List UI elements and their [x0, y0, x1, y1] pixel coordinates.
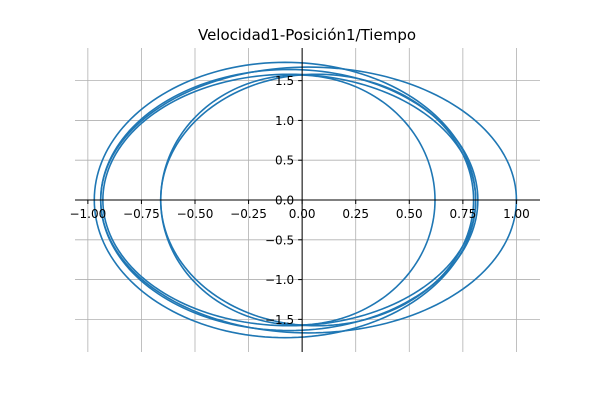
y-tick-label: 1.0 — [275, 114, 294, 128]
y-tick-label: 0.5 — [275, 154, 294, 168]
y-tick-label: −1.5 — [265, 313, 294, 327]
tick-labels: −1.00 −0.75 −0.50 −0.25 0.00 0.25 0.50 0.75 1.00… — [69, 74, 529, 327]
x-tick-label: 0.25 — [342, 207, 369, 221]
grid-lines — [75, 48, 540, 352]
y-tick-label: 0.0 — [275, 194, 294, 208]
axes — [75, 48, 540, 352]
x-tick-label: −1.00 — [69, 207, 106, 221]
y-tick-label: 1.5 — [275, 74, 294, 88]
x-tick-label: 0.00 — [289, 207, 316, 221]
x-tick-label: −0.50 — [177, 207, 214, 221]
y-tick-label: −1.0 — [265, 273, 294, 287]
chart-title: Velocidad1-Posición1/Tiempo — [198, 26, 416, 44]
x-tick-label: −0.75 — [123, 207, 160, 221]
x-tick-label: −0.25 — [230, 207, 267, 221]
y-tick-label: −0.5 — [265, 233, 294, 247]
x-tick-label: 0.50 — [396, 207, 423, 221]
x-tick-label: 0.75 — [449, 207, 476, 221]
x-tick-label: 1.00 — [503, 207, 530, 221]
